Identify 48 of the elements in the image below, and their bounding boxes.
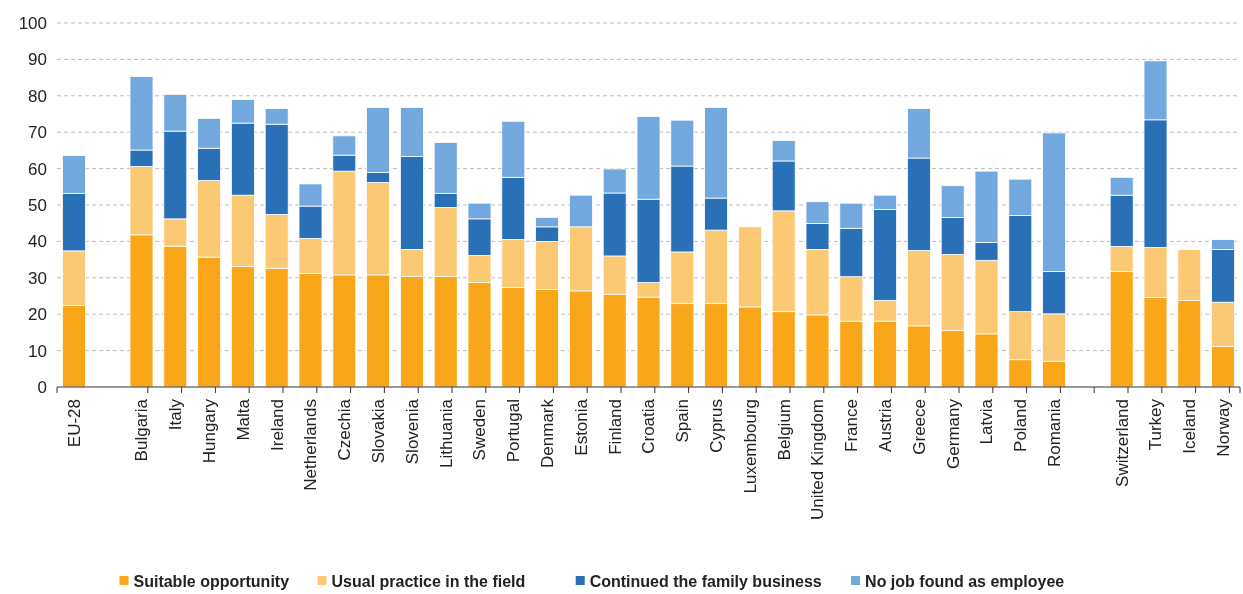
x-tick-label: EU-28 — [64, 399, 84, 448]
x-tick-label: Bulgaria — [132, 398, 152, 462]
x-tick-label: Italy — [166, 398, 186, 431]
x-tick-label: France — [842, 399, 862, 452]
x-tick-label: Hungary — [200, 398, 220, 464]
x-tick-label: Latvia — [977, 398, 997, 445]
x-tick-label: Iceland — [1180, 399, 1200, 454]
y-tick-label: 50 — [28, 195, 47, 215]
x-tick-label: Spain — [673, 399, 693, 443]
x-tick-label: Switzerland — [1112, 399, 1132, 487]
x-tick-label: Netherlands — [301, 399, 321, 491]
x-tick-label: Finland — [605, 399, 625, 455]
legend-label: Continued the family business — [589, 572, 822, 590]
x-tick-label: Romania — [1045, 398, 1065, 468]
x-tick-label: Germany — [943, 398, 963, 469]
y-tick-label: 0 — [37, 377, 47, 397]
x-tick-label: Malta — [233, 398, 253, 441]
legend-label: Suitable opportunity — [133, 572, 290, 590]
x-tick-label: Turkey — [1146, 398, 1166, 451]
x-tick-label: Cyprus — [707, 399, 727, 453]
x-tick-label: Slovenia — [402, 398, 422, 465]
x-tick-label: Denmark — [538, 398, 558, 468]
x-tick-label: Portugal — [504, 399, 524, 463]
x-tick-label: Ireland — [267, 399, 287, 451]
x-tick-label: Czechia — [335, 398, 355, 461]
y-tick-label: 30 — [28, 268, 47, 288]
y-tick-label: 90 — [28, 50, 47, 70]
y-tick-label: 60 — [28, 159, 47, 179]
x-tick-label: Belgium — [774, 399, 794, 461]
x-tick-label: Luxembourg — [740, 399, 760, 494]
x-tick-label: Sweden — [470, 399, 490, 461]
x-tick-label: Austria — [876, 398, 896, 452]
legend-label: No job found as employee — [865, 572, 1065, 590]
x-tick-label: Estonia — [571, 398, 591, 456]
x-tick-label: Lithuania — [436, 398, 456, 469]
y-tick-label: 70 — [28, 123, 47, 143]
y-tick-label: 20 — [28, 305, 47, 325]
x-tick-label: Poland — [1011, 399, 1031, 452]
y-tick-label: 100 — [18, 13, 47, 33]
legend-label: Usual practice in the field — [331, 572, 526, 590]
x-tick-label: Norway — [1214, 398, 1234, 457]
x-tick-label: Slovakia — [369, 398, 389, 464]
x-tick-label: Greece — [909, 399, 929, 455]
x-tick-label: United Kingdom — [808, 399, 828, 520]
x-tick-label: Croatia — [639, 398, 659, 454]
y-tick-label: 40 — [28, 232, 47, 252]
y-tick-label: 80 — [28, 86, 47, 106]
y-tick-label: 10 — [28, 341, 47, 361]
